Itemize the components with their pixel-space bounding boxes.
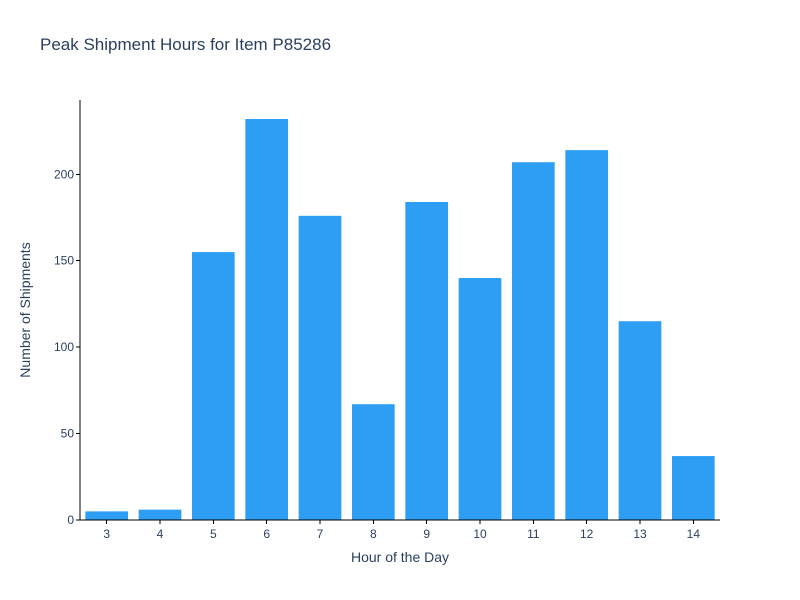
bar-hour-6 [245,119,288,520]
bars-layer [85,119,715,521]
bar-hour-4 [138,509,182,520]
bar-hour-9 [405,201,448,521]
x-tick-label: 5 [210,527,217,541]
x-tick-label: 6 [263,527,270,541]
bar-hour-12 [565,150,608,520]
bar-hour-7 [298,215,342,521]
x-tick-label: 7 [317,527,324,541]
x-tick-label: 13 [633,527,647,541]
x-ticks: 3 4 5 6 7 8 9 10 11 12 13 14 [103,520,700,541]
bar-hour-10 [458,278,502,520]
y-tick-label: 150 [54,254,74,268]
y-axis-title: Number of Shipments [17,242,33,377]
chart-title: Peak Shipment Hours for Item P85286 [40,35,331,54]
y-tick-label: 50 [61,427,75,441]
bar-hour-5 [192,252,235,520]
bar-hour-3 [85,511,128,520]
x-tick-label: 8 [370,527,377,541]
x-tick-label: 10 [473,527,487,541]
x-axis-title: Hour of the Day [351,549,449,565]
y-ticks: 0 50 100 150 200 [54,167,80,527]
bar-hour-11 [512,162,555,520]
x-tick-label: 14 [687,527,701,541]
bar-hour-8 [352,404,395,520]
y-tick-label: 100 [54,340,74,354]
x-tick-label: 4 [157,527,164,541]
bar-hour-13 [618,321,662,520]
x-tick-label: 11 [527,527,540,541]
bar-hour-14 [672,456,715,520]
x-tick-label: 12 [580,527,594,541]
x-tick-label: 9 [423,527,430,541]
y-tick-label: 0 [67,513,74,527]
y-tick-label: 200 [54,167,74,181]
x-tick-label: 3 [103,527,110,541]
